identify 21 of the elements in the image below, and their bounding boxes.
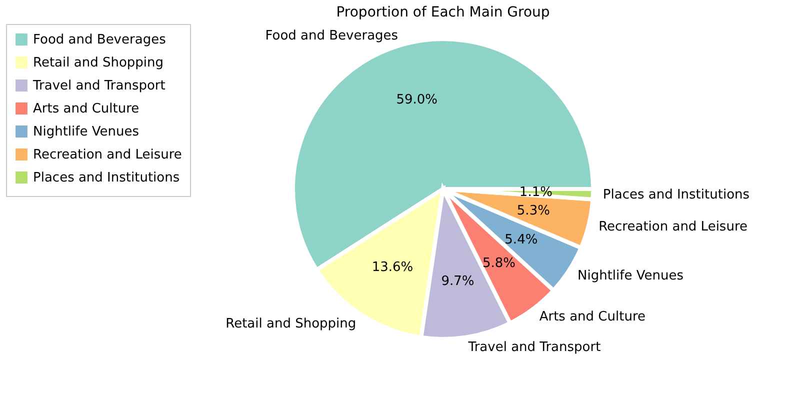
legend-label: Food and Beverages [33, 32, 166, 48]
slice-label: Travel and Transport [467, 340, 601, 355]
slice-label: Places and Institutions [602, 188, 750, 203]
legend-label: Nightlife Venues [33, 124, 140, 140]
legend-label: Recreation and Leisure [33, 148, 182, 162]
slice-label: Food and Beverages [265, 28, 398, 44]
legend-label: Arts and Culture [33, 102, 140, 116]
slice-label: Arts and Culture [539, 310, 646, 325]
slice-label: Nightlife Venues [578, 268, 684, 284]
legend-label: Travel and Transport [32, 78, 166, 94]
data-label: 59.0% [396, 92, 438, 108]
data-label: 5.4% [504, 232, 538, 248]
data-label: 5.8% [482, 256, 516, 272]
data-label: 13.6% [372, 260, 414, 276]
data-label: 9.7% [441, 274, 474, 289]
legend-label: Places and Institutions [33, 170, 180, 186]
legend-label: Retail and Shopping [33, 56, 164, 70]
slice-label: Recreation and Leisure [598, 219, 748, 234]
chart-title: Proportion of Each Main Group [336, 4, 550, 20]
slice-label: Retail and Shopping [226, 316, 356, 332]
data-label: 5.3% [516, 204, 550, 219]
